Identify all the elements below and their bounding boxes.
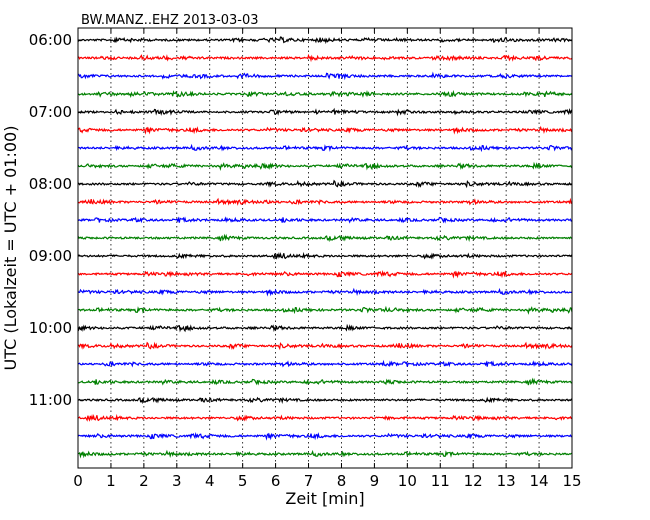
plot-area-frame [77, 27, 573, 469]
seismic-trace [77, 432, 573, 441]
x-tick-label: 15 [562, 472, 581, 490]
y-tick-label: 10:00 [29, 319, 72, 337]
seismic-trace [77, 270, 573, 279]
seismic-trace [77, 53, 573, 63]
x-tick-label: 4 [205, 472, 215, 490]
seismic-trace [77, 197, 573, 206]
seismic-trace [77, 107, 573, 117]
x-tick-label: 14 [530, 472, 549, 490]
seismic-trace [77, 377, 573, 386]
seismic-trace [77, 413, 573, 422]
x-axis-label: Zeit [min] [285, 489, 364, 508]
seismic-trace [77, 323, 573, 333]
x-tick-label: 13 [497, 472, 516, 490]
seismic-trace [77, 396, 573, 405]
y-tick-label: 06:00 [29, 31, 72, 49]
seismic-trace [77, 89, 573, 99]
x-tick-label: 11 [431, 472, 450, 490]
x-axis-ticks: 0 1 2 3 4 5 6 7 8 9 10 11 12 13 14 15 [73, 28, 582, 490]
seismic-traces [77, 36, 573, 459]
seismic-trace [77, 143, 573, 153]
y-axis-label: UTC (Lokalzeit = UTC + 01:00) [1, 126, 20, 371]
chart-title: BW.MANZ..EHZ 2013-03-03 [81, 13, 259, 28]
seismic-trace [77, 161, 573, 171]
x-tick-label: 1 [106, 472, 116, 490]
seismic-trace [77, 359, 573, 368]
x-tick-label: 7 [304, 472, 314, 490]
x-tick-label: 8 [337, 472, 347, 490]
seismic-trace [77, 179, 573, 189]
x-tick-label: 5 [238, 472, 248, 490]
seismic-trace [77, 341, 573, 351]
seismic-trace [77, 36, 573, 45]
y-tick-label: 07:00 [29, 103, 72, 121]
seismic-trace [77, 216, 573, 224]
x-tick-label: 2 [139, 472, 149, 490]
seismic-trace [77, 449, 573, 459]
seismic-trace [77, 125, 573, 135]
x-tick-label: 9 [370, 472, 380, 490]
x-tick-label: 3 [172, 472, 182, 490]
seismic-trace [77, 251, 573, 260]
seismic-trace [77, 287, 573, 297]
y-tick-label: 11:00 [29, 391, 72, 409]
x-tick-label: 0 [73, 472, 83, 490]
seismic-trace [77, 71, 573, 81]
seismic-trace [77, 233, 573, 243]
x-tick-label: 6 [271, 472, 281, 490]
x-tick-label: 12 [464, 472, 483, 490]
x-tick-label: 10 [398, 472, 417, 490]
seismic-trace [77, 305, 573, 315]
vertical-grid [110, 28, 540, 468]
y-tick-label: 09:00 [29, 247, 72, 265]
y-tick-label: 08:00 [29, 175, 72, 193]
y-axis-ticks: 06:00 07:00 08:00 09:00 10:00 11:00 [29, 31, 572, 409]
